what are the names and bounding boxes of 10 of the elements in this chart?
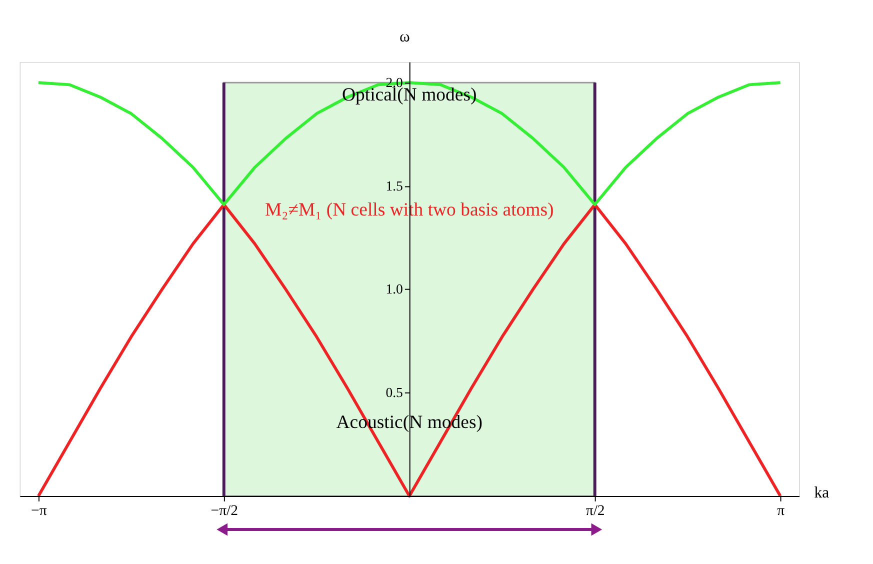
y-tick-label: 0.5 (386, 385, 404, 400)
y-tick-label: 1.5 (386, 178, 404, 194)
x-tick-label: π/2 (586, 503, 605, 520)
x-tick-label: −π/2 (210, 503, 238, 520)
x-axis-title: ka (814, 484, 830, 502)
line-series (36, 203, 782, 498)
y-axis-title: ω (399, 28, 410, 46)
x-tick-label: −π (31, 503, 48, 520)
y-tick-label: 1.0 (386, 282, 404, 297)
x-tick-label: π (777, 503, 786, 520)
